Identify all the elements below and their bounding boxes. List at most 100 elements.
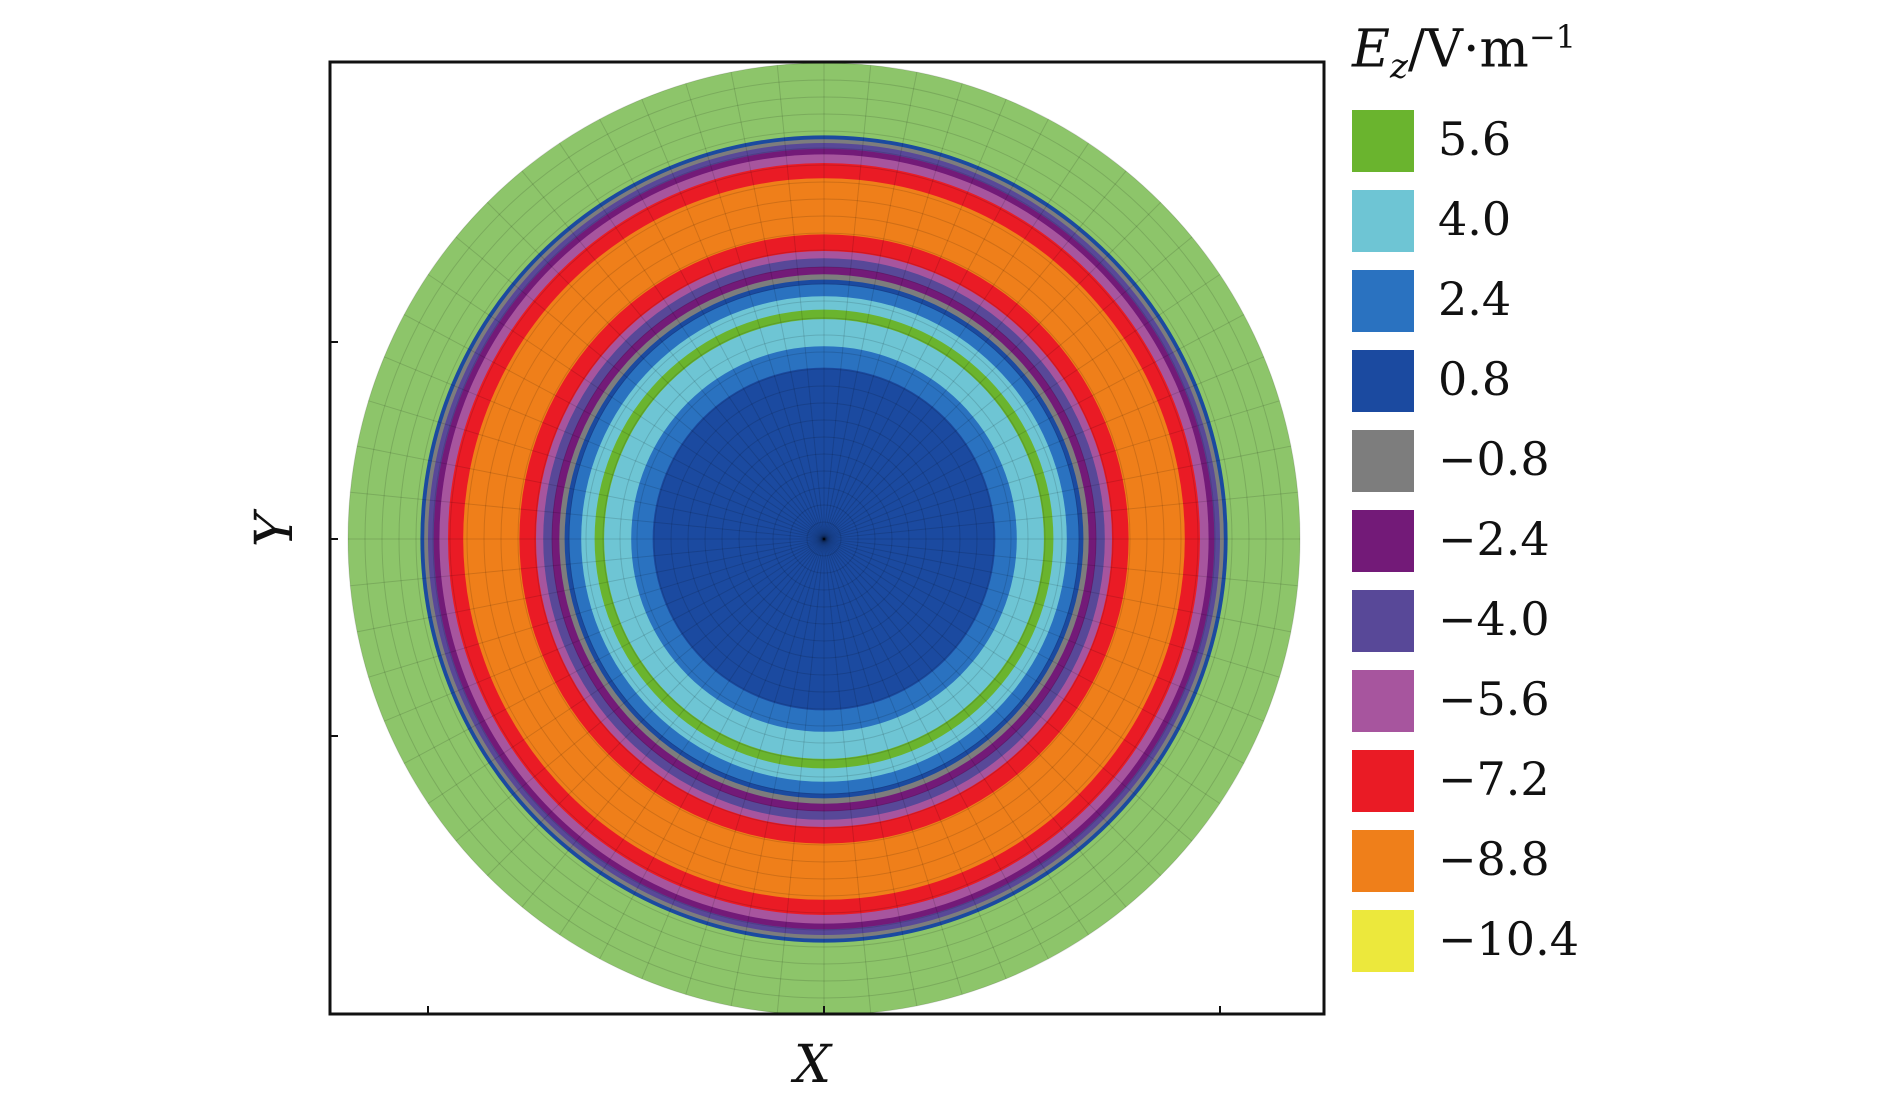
mesh-circle bbox=[500, 215, 1148, 863]
mesh-spoke bbox=[599, 118, 825, 540]
contour-disk bbox=[348, 63, 1300, 1015]
mesh-spoke bbox=[559, 142, 825, 540]
legend-label: −7.2 bbox=[1438, 752, 1550, 806]
mesh-circle bbox=[636, 351, 1012, 727]
legend-label: −0.8 bbox=[1438, 432, 1550, 486]
legend-item: 5.6 bbox=[1352, 110, 1672, 172]
mesh-spoke bbox=[427, 538, 825, 804]
mesh-spoke bbox=[823, 538, 1264, 722]
mesh-circle bbox=[483, 198, 1165, 880]
mesh-spoke bbox=[823, 538, 1280, 678]
legend-item: −2.4 bbox=[1352, 510, 1672, 572]
mesh-circle bbox=[670, 385, 978, 693]
mesh-spoke bbox=[823, 202, 1161, 540]
mesh-spoke bbox=[823, 538, 1291, 633]
legend-item: −8.8 bbox=[1352, 830, 1672, 892]
legend-swatch bbox=[1352, 430, 1414, 492]
legend-item: −5.6 bbox=[1352, 670, 1672, 732]
mesh-spoke bbox=[685, 83, 825, 540]
mesh-spoke bbox=[823, 538, 963, 995]
legend-label: −5.6 bbox=[1438, 672, 1550, 726]
mesh-circle bbox=[704, 419, 944, 659]
mesh-spoke bbox=[403, 314, 825, 540]
mesh-spoke bbox=[823, 538, 1049, 960]
legend-title: Ez/V·m−1 bbox=[1352, 18, 1576, 87]
mesh-circle bbox=[364, 79, 1284, 999]
mesh-spoke bbox=[357, 445, 825, 540]
legend-label: 4.0 bbox=[1438, 192, 1512, 246]
mesh-spoke bbox=[823, 538, 1193, 842]
mesh-spoke bbox=[823, 491, 1298, 540]
legend-label: −2.4 bbox=[1438, 512, 1550, 566]
mesh-spoke bbox=[641, 538, 825, 979]
mesh-spoke bbox=[823, 356, 1264, 540]
mesh-spoke bbox=[368, 538, 825, 678]
mesh-spoke bbox=[823, 538, 1161, 876]
legend-label: −8.8 bbox=[1438, 832, 1550, 886]
mesh-spoke bbox=[730, 538, 825, 1006]
mesh-spoke bbox=[823, 538, 1007, 979]
mesh-circle bbox=[687, 402, 961, 676]
legend-title-subscript: z bbox=[1389, 46, 1408, 87]
y-axis-label: Y bbox=[245, 512, 306, 548]
mesh-spoke bbox=[823, 99, 1007, 540]
mesh-circle bbox=[551, 266, 1097, 812]
mesh-spoke bbox=[823, 538, 872, 1013]
mesh-spoke bbox=[599, 538, 825, 960]
contour-ring-19 bbox=[652, 367, 996, 711]
legend-title-unit: /V·m bbox=[1407, 19, 1529, 80]
legend-swatch bbox=[1352, 670, 1414, 732]
legend-title-symbol: E bbox=[1352, 19, 1390, 80]
mesh-spoke bbox=[350, 491, 825, 540]
mesh-circle bbox=[789, 504, 859, 574]
mesh-circle bbox=[755, 470, 893, 608]
mesh-spoke bbox=[823, 170, 1127, 540]
mesh-grid bbox=[347, 62, 1301, 1016]
mesh-circle bbox=[466, 181, 1182, 897]
legend-label: −10.4 bbox=[1438, 912, 1579, 966]
mesh-spoke bbox=[823, 538, 1089, 936]
legend-item: 0.8 bbox=[1352, 350, 1672, 412]
axis-ticks bbox=[330, 341, 1221, 1014]
mesh-spoke bbox=[823, 538, 918, 1006]
legend-item: 4.0 bbox=[1352, 190, 1672, 252]
mesh-spoke bbox=[823, 65, 872, 540]
mesh-spoke bbox=[559, 538, 825, 936]
mesh-circle bbox=[517, 232, 1131, 846]
mesh-circle bbox=[381, 96, 1267, 982]
mesh-circle bbox=[721, 436, 927, 642]
mesh-spoke bbox=[823, 445, 1291, 540]
mesh-circle bbox=[653, 368, 995, 710]
legend-swatch bbox=[1352, 350, 1414, 412]
mesh-spoke bbox=[357, 538, 825, 633]
legend-item: 2.4 bbox=[1352, 270, 1672, 332]
mesh-spoke bbox=[823, 118, 1049, 540]
x-axis-label: X bbox=[794, 1035, 832, 1095]
legend-item: −10.4 bbox=[1352, 910, 1672, 972]
mesh-spoke bbox=[823, 236, 1193, 540]
mesh-circle bbox=[568, 283, 1080, 795]
mesh-circle bbox=[602, 317, 1046, 761]
mesh-spoke bbox=[776, 65, 825, 540]
legend-item: −0.8 bbox=[1352, 430, 1672, 492]
mesh-spoke bbox=[427, 274, 825, 540]
legend-swatch bbox=[1352, 830, 1414, 892]
mesh-circle bbox=[398, 113, 1250, 965]
mesh-circle bbox=[415, 130, 1233, 948]
legend-swatch bbox=[1352, 750, 1414, 812]
legend-swatch bbox=[1352, 270, 1414, 332]
mesh-spoke bbox=[384, 356, 825, 540]
legend-label: 5.6 bbox=[1438, 112, 1512, 166]
mesh-spoke bbox=[823, 400, 1280, 540]
mesh-spoke bbox=[823, 274, 1221, 540]
mesh-spoke bbox=[521, 170, 825, 540]
legend-swatch bbox=[1352, 110, 1414, 172]
mesh-spoke bbox=[368, 400, 825, 540]
mesh-spoke bbox=[776, 538, 825, 1013]
mesh-spoke bbox=[823, 538, 1221, 804]
mesh-spoke bbox=[521, 538, 825, 908]
mesh-circle bbox=[432, 147, 1216, 931]
mesh-spoke bbox=[823, 538, 1298, 587]
mesh-spoke bbox=[384, 538, 825, 722]
legend-label: 0.8 bbox=[1438, 352, 1512, 406]
